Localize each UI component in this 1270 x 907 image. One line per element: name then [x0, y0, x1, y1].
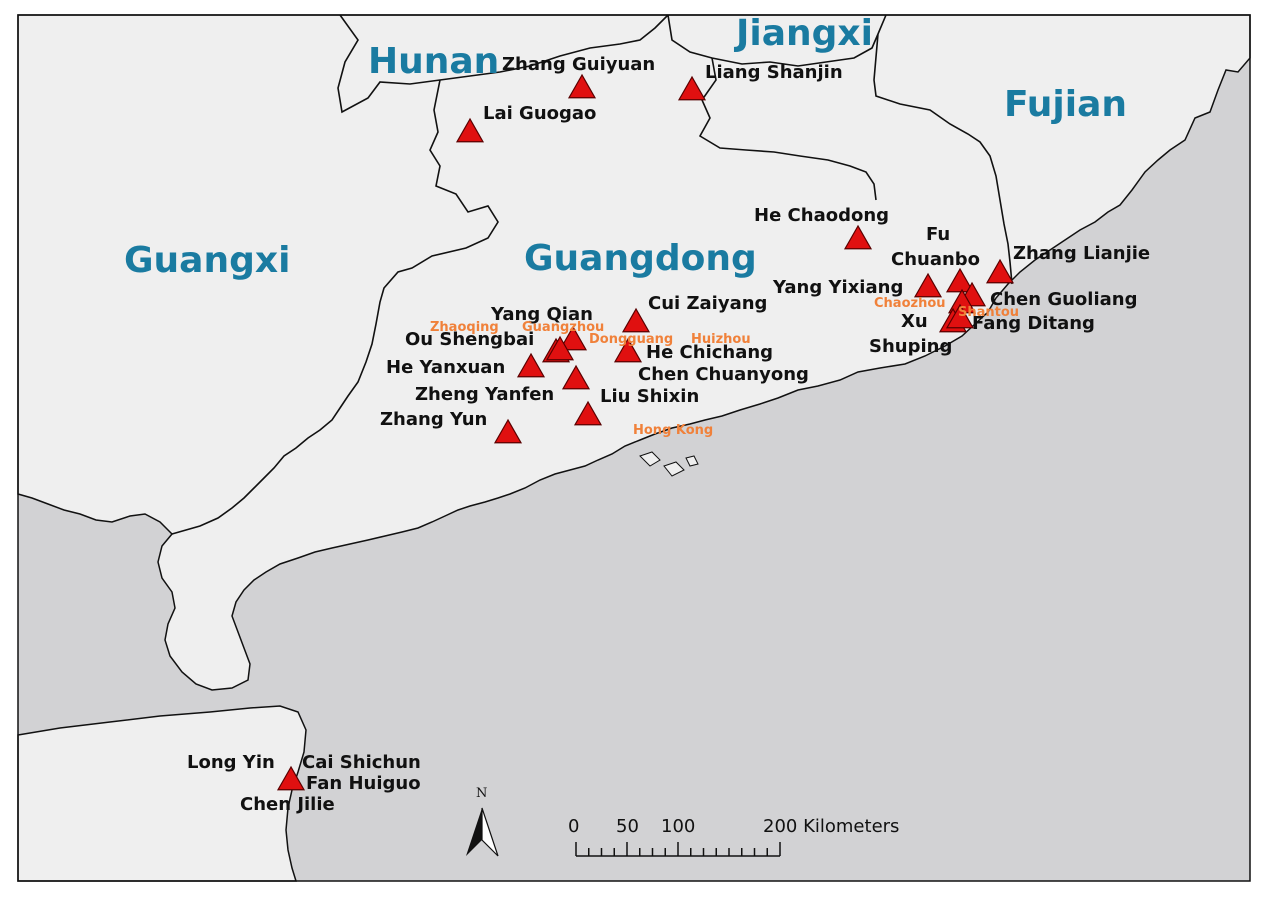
marker-zhang-guiyuan — [567, 73, 597, 99]
border-guangxi-guangdong — [171, 79, 499, 535]
north-arrow-icon — [466, 807, 499, 857]
city-label-huizhou: Huizhou — [691, 332, 751, 347]
marker-guangzhou — [545, 335, 575, 361]
person-label-zhang-guiyuan: Zhang Guiyuan — [502, 54, 655, 75]
person-label-fu-chuanbo-line1: Fu — [926, 224, 950, 245]
person-label-chen-guoliang: Chen Guoliang — [990, 289, 1137, 310]
region-label-jiangxi: Jiangxi — [733, 13, 873, 54]
scale-end-label: 200 Kilometers — [763, 816, 899, 837]
person-label-lai-guogao: Lai Guogao — [483, 103, 596, 124]
marker-yang-yixiang — [913, 272, 943, 298]
person-label-chen-chuanyong: Chen Chuanyong — [638, 364, 809, 385]
marker-cui-zaiyang — [621, 307, 651, 333]
city-label-hong-kong: Hong Kong — [633, 423, 713, 438]
city-label-zhaoqing: Zhaoqing — [430, 320, 499, 335]
map-frame — [17, 14, 1251, 882]
person-label-long-yin: Long Yin — [187, 752, 275, 773]
person-label-yang-qian: Yang Qian — [490, 304, 593, 325]
person-label-cui-zaiyang: Cui Zaiyang — [648, 293, 767, 314]
marker-liu-shixin — [573, 400, 603, 426]
person-label-he-chichang: He Chichang — [646, 342, 773, 363]
hong-kong-islands — [639, 451, 699, 477]
person-label-he-chaodong: He Chaodong — [754, 205, 889, 226]
city-label-shantou: Shantou — [958, 305, 1019, 320]
hainan-island — [17, 705, 307, 882]
border-hunan-guangdong — [337, 14, 669, 114]
person-label-liu-shixin: Liu Shixin — [600, 386, 699, 407]
scale-tick-label-50: 50 — [616, 816, 639, 837]
person-label-chen-jilie: Chen Jilie — [240, 794, 335, 815]
marker-yang-qian — [558, 325, 588, 351]
person-label-zheng-yanfen: Zheng Yanfen — [415, 384, 554, 405]
north-label: N — [476, 786, 487, 801]
person-label-zhang-yun: Zhang Yun — [380, 409, 487, 430]
city-label-guangzhou: Guangzhou — [522, 320, 604, 335]
marker-he-chichang — [613, 337, 643, 363]
north-arrow: N — [466, 786, 499, 857]
marker-layer — [276, 73, 1015, 791]
marker-zhang-yun — [493, 418, 523, 444]
region-label-fujian: Fujian — [1004, 84, 1127, 125]
marker-fang-ditang — [945, 303, 975, 329]
region-label-guangxi: Guangxi — [124, 240, 290, 281]
marker-lai-guogao — [455, 117, 485, 143]
person-label-xu-shuping-line2: Shuping — [869, 336, 952, 357]
person-label-fang-ditang: Fang Ditang — [972, 313, 1095, 334]
city-label-chaozhou: Chaozhou — [874, 296, 946, 311]
scale-bar-lines — [575, 842, 781, 857]
border-jiangxi-guangdong — [667, 14, 1013, 285]
scale-tick-label-0: 0 — [568, 816, 579, 837]
city-label-dongguang: Dongguang — [589, 332, 673, 347]
marker-zhang-lianjie — [985, 258, 1015, 284]
region-label-guangdong: Guangdong — [524, 238, 757, 279]
scale-bar: 0 50 100 200 Kilometers — [568, 816, 899, 857]
border-jiangxi-hunan — [698, 57, 877, 201]
marker-zheng-yanfen — [561, 364, 591, 390]
marker-he-yanxuan — [516, 352, 546, 378]
person-label-ou-shengbai: Ou Shengbai — [405, 329, 534, 350]
region-label-hunan: Hunan — [368, 41, 499, 82]
scale-tick-label-100: 100 — [661, 816, 695, 837]
marker-fu-chuanbo — [945, 267, 975, 293]
person-label-liang-shanjin: Liang Shanjin — [705, 62, 843, 83]
marker-hainan-group — [276, 765, 306, 791]
person-label-xu-shuping-line1: Xu — [901, 311, 928, 332]
person-label-fu-chuanbo-line2: Chuanbo — [891, 249, 980, 270]
person-label-cai-shichun: Cai Shichun — [302, 752, 421, 773]
marker-liang-shanjin — [677, 75, 707, 101]
person-label-zhang-lianjie: Zhang Lianjie — [1013, 243, 1150, 264]
marker-he-chaodong — [843, 224, 873, 250]
person-label-fan-huiguo: Fan Huiguo — [306, 773, 421, 794]
person-label-yang-yixiang: Yang Yixiang — [772, 277, 903, 298]
person-label-he-yanxuan: He Yanxuan — [386, 357, 505, 378]
